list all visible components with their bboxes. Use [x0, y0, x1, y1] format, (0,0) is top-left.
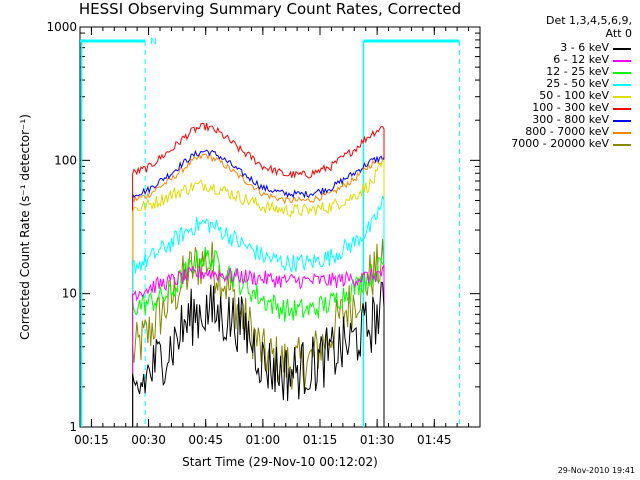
legend-label: 6 - 12 keV: [553, 53, 609, 66]
legend-swatch: [613, 96, 631, 98]
legend-item: 25 - 50 keV: [480, 77, 635, 90]
timestamp-text: 29-Nov-2010 19:41: [557, 466, 635, 475]
legend-swatch: [613, 48, 631, 50]
legend-item: 7000 - 20000 keV: [480, 137, 635, 150]
x-tick-label: 01:30: [360, 433, 395, 447]
y-tick-label: 1000: [46, 20, 77, 34]
legend-label: 12 - 25 keV: [546, 65, 609, 78]
series-line: [132, 149, 385, 427]
legend-label: 300 - 800 keV: [532, 113, 609, 126]
x-tick-label: 00:45: [188, 433, 223, 447]
legend-item: 50 - 100 keV: [480, 89, 635, 102]
legend-swatch: [613, 120, 631, 122]
detector-line-2: Att 0: [605, 27, 632, 40]
plot-frame: [79, 26, 481, 428]
x-tick-label: 00:15: [74, 433, 109, 447]
series-line: [132, 238, 385, 427]
y-tick-label: 100: [54, 153, 77, 167]
legend-item: 300 - 800 keV: [480, 113, 635, 126]
legend-label: 7000 - 20000 keV: [511, 137, 609, 150]
x-tick-label: 01:45: [417, 433, 452, 447]
legend-item: 800 - 7000 keV: [480, 125, 635, 138]
series-line: [132, 195, 385, 427]
detector-line-1: Det 1,3,4,5,6,9,: [545, 14, 632, 27]
night-annotation: N: [150, 37, 157, 47]
legend-swatch: [613, 84, 631, 86]
series-line: [132, 122, 385, 427]
legend-label: 50 - 100 keV: [539, 89, 609, 102]
chart-title: HESSI Observing Summary Count Rates, Cor…: [78, 0, 462, 18]
x-tick-label: 01:15: [303, 433, 338, 447]
series-line: [132, 159, 385, 427]
legend-swatch: [613, 60, 631, 62]
series-line: [132, 264, 385, 427]
y-tick-label: 10: [62, 287, 77, 301]
legend: 3 - 6 keV 6 - 12 keV 12 - 25 keV 25 - 50 ke…: [480, 41, 635, 150]
series-line: [132, 247, 385, 427]
legend-swatch: [613, 144, 631, 146]
legend-swatch: [613, 132, 631, 134]
y-tick-label: 1: [69, 420, 77, 434]
y-axis-label: Corrected Count Rate (s⁻¹ detector⁻¹): [18, 114, 32, 340]
legend-item: 3 - 6 keV: [480, 41, 635, 54]
series-line: [132, 152, 385, 427]
detector-header: Det 1,3,4,5,6,9, Att 0: [490, 14, 632, 40]
legend-item: 12 - 25 keV: [480, 65, 635, 78]
legend-label: 800 - 7000 keV: [525, 125, 609, 138]
legend-swatch: [613, 108, 631, 110]
legend-swatch: [613, 72, 631, 74]
x-axis-label: Start Time (29-Nov-10 00:12:02): [182, 455, 378, 469]
legend-item: 100 - 300 keV: [480, 101, 635, 114]
legend-label: 100 - 300 keV: [532, 101, 609, 114]
x-tick-label: 00:30: [131, 433, 166, 447]
x-tick-label: 01:00: [246, 433, 281, 447]
legend-label: 25 - 50 keV: [546, 77, 609, 90]
legend-label: 3 - 6 keV: [560, 41, 609, 54]
legend-item: 6 - 12 keV: [480, 53, 635, 66]
series-line: [132, 281, 385, 427]
